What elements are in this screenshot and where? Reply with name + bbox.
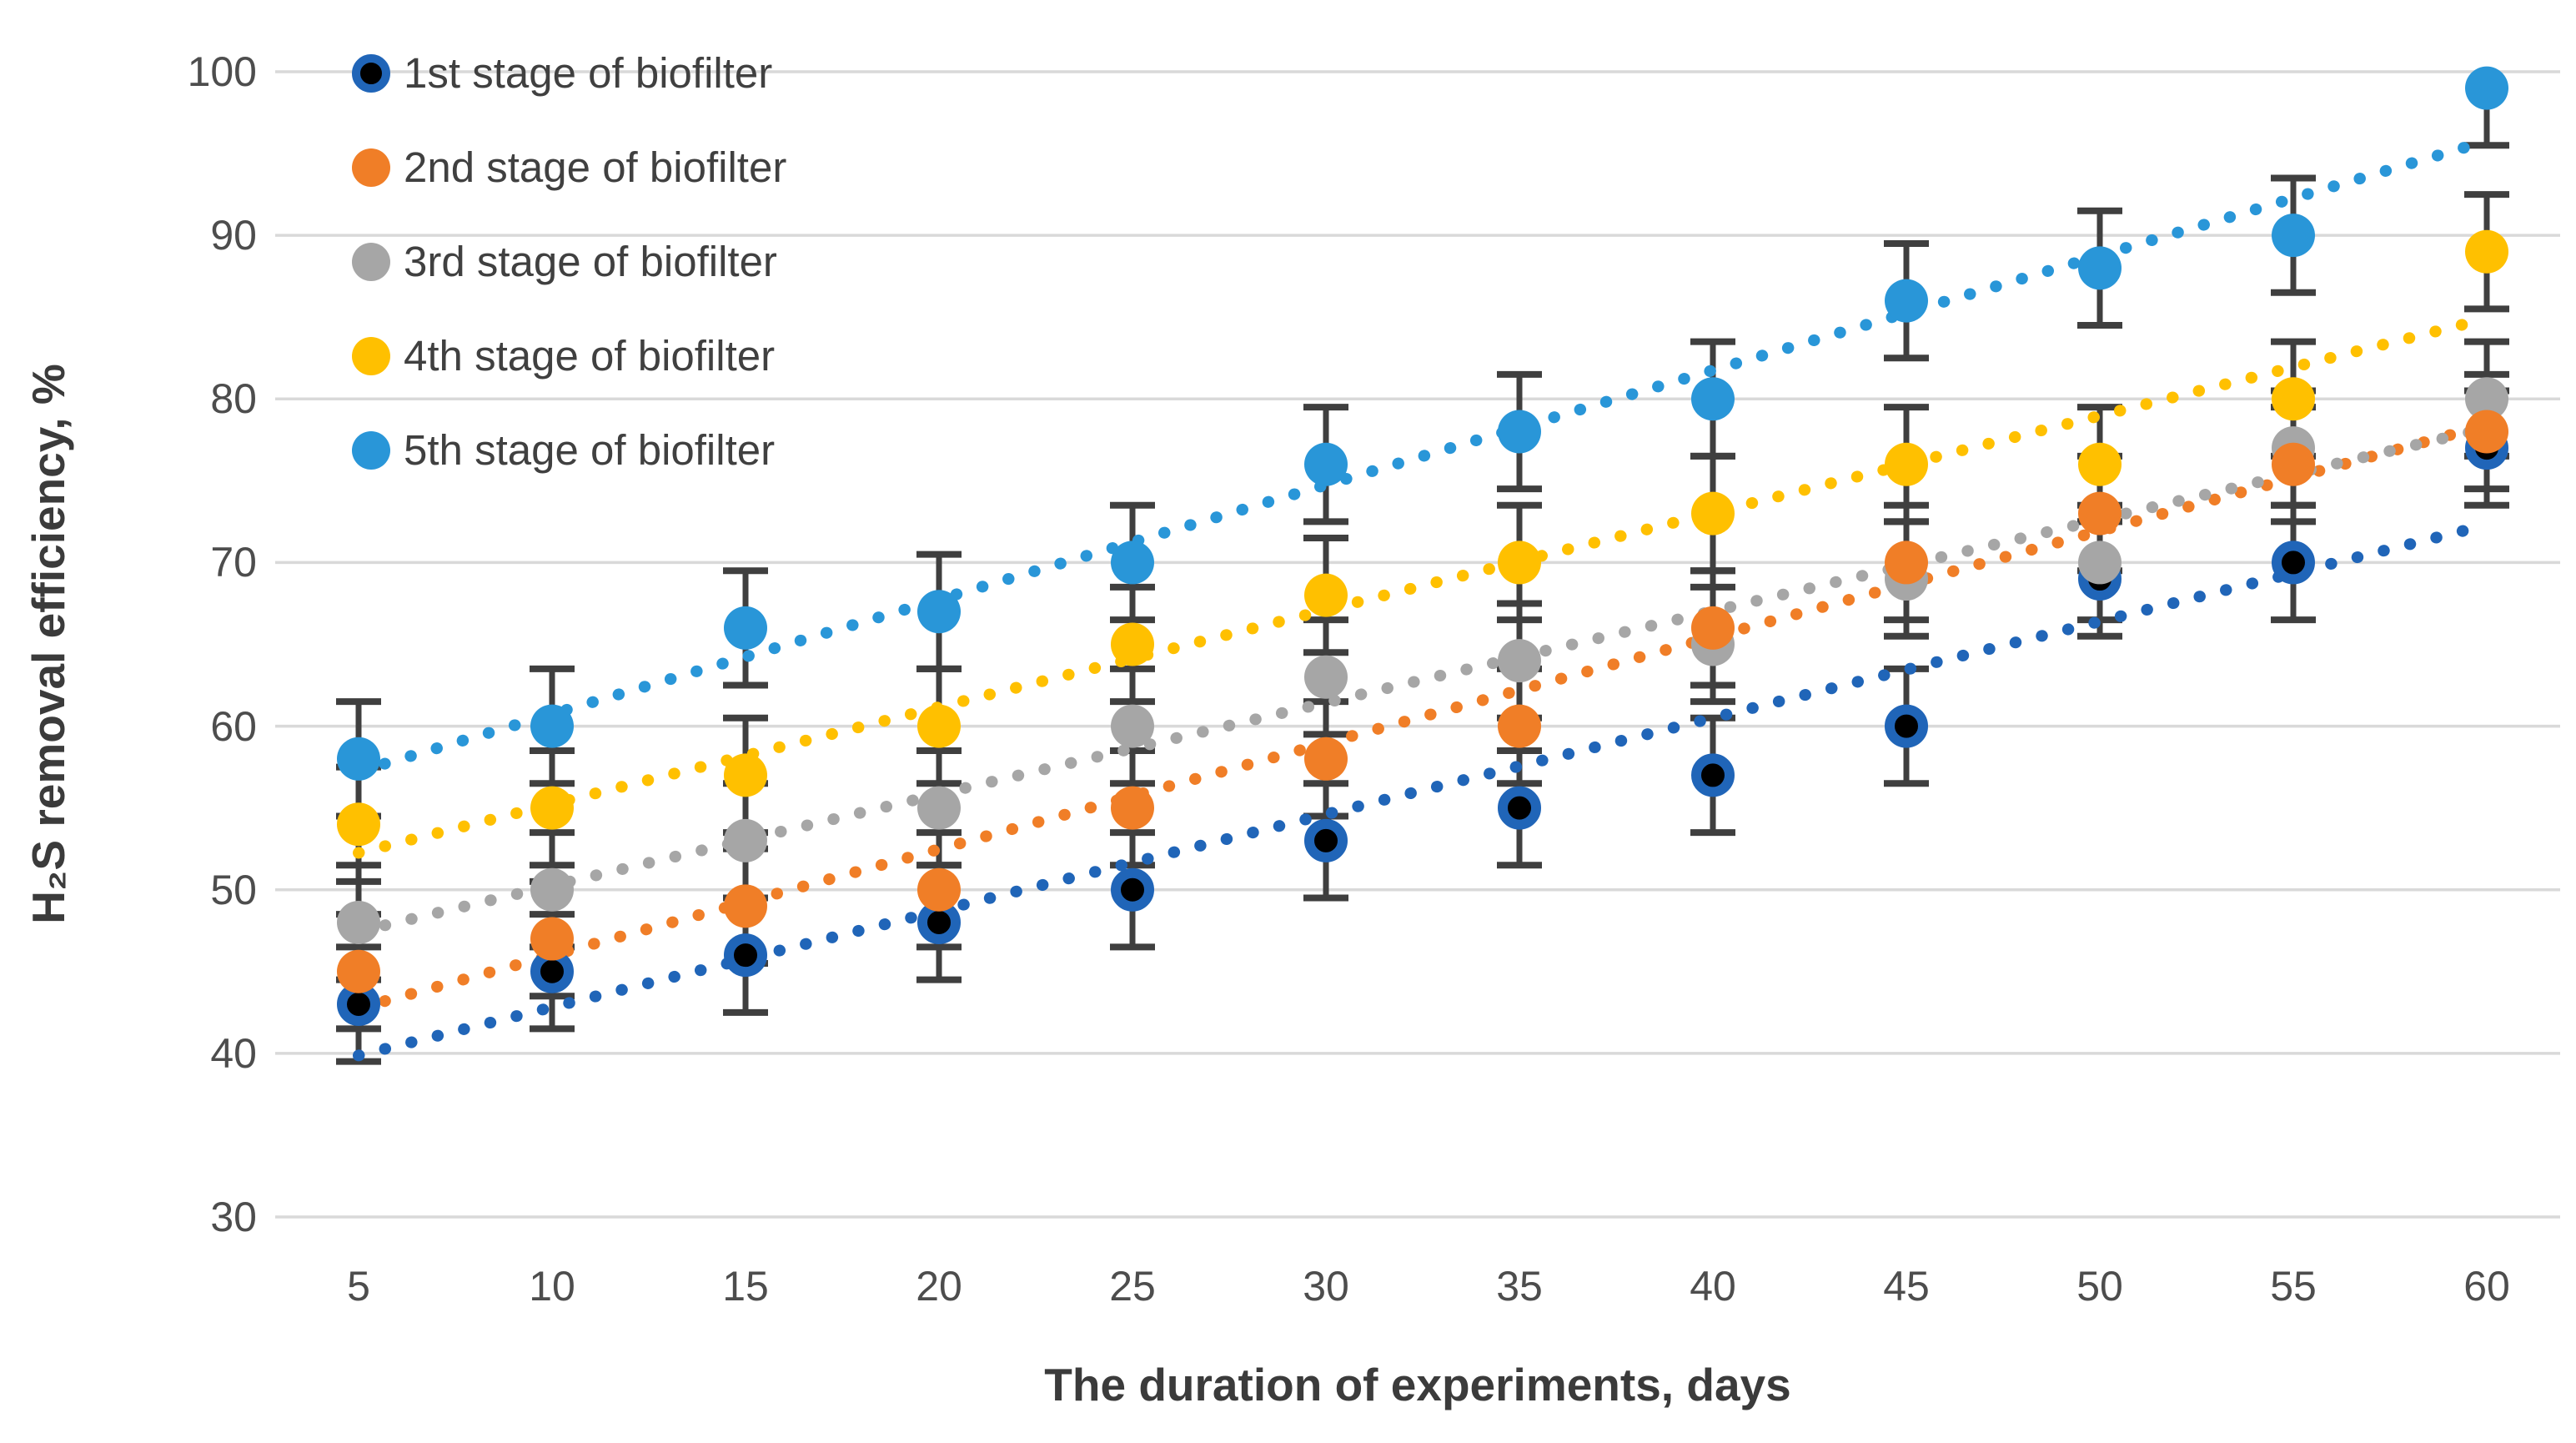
y-tick-label-30: 30 [210,1194,257,1240]
legend-marker-icon-stage-3 [352,243,390,281]
x-tick-label-55: 55 [2270,1263,2317,1310]
data-point-stage-1-day-45 [1885,704,1928,748]
data-point-stage-4-day-60 [2465,229,2508,274]
legend-marker-icon-stage-1 [352,54,390,93]
legend-item-stage-1: 1st stage of biofilter [352,47,772,100]
y-axis-title: H₂S removal efficiency, % [23,364,74,924]
data-point-stage-3-day-25 [1111,704,1154,748]
data-point-stage-4-day-40 [1691,491,1735,535]
y-tick-label-40: 40 [210,1029,257,1077]
data-point-stage-1-day-40 [1691,753,1735,797]
data-point-stage-2-day-35 [1498,704,1541,748]
x-tick-label-15: 15 [722,1263,769,1310]
data-point-stage-2-day-40 [1691,606,1735,650]
data-point-stage-2-day-45 [1885,540,1928,585]
legend-marker-icon-stage-5 [352,431,390,470]
data-point-stage-4-day-30 [1304,573,1348,617]
data-point-stage-5-day-40 [1691,377,1735,421]
data-point-stage-4-day-55 [2272,377,2315,421]
legend-item-stage-2: 2nd stage of biofilter [352,141,786,194]
data-point-stage-3-day-50 [2078,540,2122,585]
x-tick-label-45: 45 [1883,1263,1930,1310]
legend-marker-icon-stage-4 [352,337,390,375]
data-point-stage-5-day-45 [1885,279,1928,323]
x-tick-label-25: 25 [1109,1263,1156,1310]
data-point-stage-2-day-55 [2272,442,2315,486]
data-point-stage-5-day-5 [337,737,380,781]
x-tick-label-60: 60 [2463,1263,2510,1310]
data-point-stage-5-day-50 [2078,246,2122,290]
data-point-stage-1-day-25 [1111,867,1154,912]
y-tick-label-90: 90 [210,212,257,259]
data-point-stage-5-day-30 [1304,442,1348,486]
trendline-stage-5 [353,134,2493,777]
y-tick-label-80: 80 [210,375,257,423]
x-tick-label-5: 5 [347,1263,370,1310]
x-tick-label-40: 40 [1690,1263,1736,1310]
data-point-stage-5-day-25 [1111,540,1154,585]
x-tick-label-35: 35 [1496,1263,1543,1310]
data-point-stage-1-day-15 [724,933,767,978]
data-point-stage-2-day-10 [530,917,574,961]
data-point-stage-3-day-35 [1498,639,1541,683]
data-point-stage-1-day-35 [1498,786,1541,830]
data-point-stage-3-day-30 [1304,655,1348,699]
data-point-stage-3-day-5 [337,900,380,944]
data-point-stage-5-day-60 [2465,66,2508,110]
legend-label: 4th stage of biofilter [404,332,776,380]
trendline-stage-2 [353,419,2493,1014]
data-point-stage-5-day-55 [2272,214,2315,258]
y-tick-label-70: 70 [210,539,257,586]
data-point-stage-4-day-10 [530,786,574,830]
data-point-stage-4-day-35 [1498,540,1541,585]
data-point-stage-2-day-5 [337,949,380,993]
data-point-stage-3-day-20 [917,786,961,830]
data-point-stage-1-day-30 [1304,818,1348,862]
legend-marker-icon-stage-2 [352,148,390,187]
data-point-stage-4-day-20 [917,704,961,748]
trendline-stage-3 [353,422,2493,938]
data-point-stage-2-day-15 [724,884,767,928]
data-point-stage-4-day-25 [1111,622,1154,666]
data-point-stage-5-day-20 [917,590,961,634]
data-point-stage-5-day-10 [530,704,574,748]
x-tick-label-10: 10 [529,1263,575,1310]
data-point-stage-4-day-50 [2078,442,2122,486]
legend-label: 3rd stage of biofilter [404,238,777,285]
data-point-stage-2-day-60 [2465,410,2508,454]
trendline-stage-1 [353,519,2493,1062]
data-point-stage-2-day-20 [917,867,961,912]
x-tick-label-20: 20 [916,1263,962,1310]
y-tick-label-100: 100 [187,48,257,95]
legend-label: 1st stage of biofilter [404,49,773,97]
x-tick-label-30: 30 [1303,1263,1349,1310]
x-tick-label-50: 50 [2076,1263,2123,1310]
data-point-stage-5-day-35 [1498,410,1541,454]
data-point-stage-2-day-50 [2078,491,2122,535]
legend-item-stage-3: 3rd stage of biofilter [352,235,777,289]
legend-label: 2nd stage of biofilter [404,143,787,191]
data-point-stage-3-day-10 [530,867,574,912]
y-tick-label-50: 50 [210,866,257,913]
data-point-stage-1-day-55 [2272,540,2315,585]
y-tick-label-60: 60 [210,702,257,750]
data-point-stage-2-day-30 [1304,737,1348,781]
x-axis-title: The duration of experiments, days [1044,1359,1791,1410]
data-point-stage-4-day-15 [724,753,767,797]
legend-item-stage-5: 5th stage of biofilter [352,424,775,477]
data-point-stage-5-day-15 [724,606,767,650]
legend-item-stage-4: 4th stage of biofilter [352,329,775,383]
legend-label: 5th stage of biofilter [404,426,776,474]
data-point-stage-4-day-45 [1885,442,1928,486]
data-point-stage-3-day-15 [724,818,767,862]
data-point-stage-3-day-60 [2465,377,2508,421]
data-point-stage-2-day-25 [1111,786,1154,830]
data-point-stage-4-day-5 [337,802,380,847]
